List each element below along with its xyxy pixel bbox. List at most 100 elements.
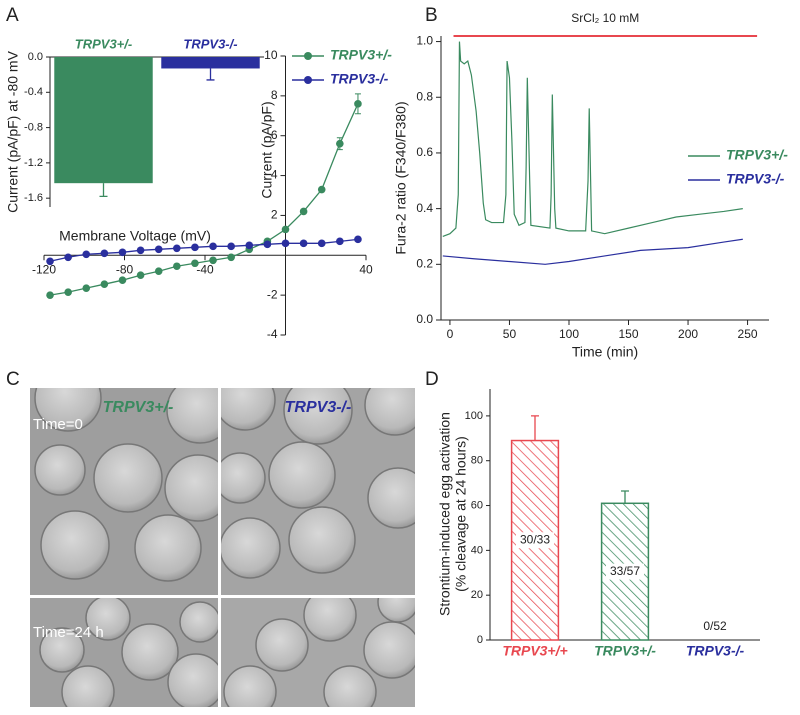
series-line <box>442 238 743 265</box>
y-axis-label: Current (pA/pF) at -80 mV <box>5 50 21 212</box>
y-tick-label: -0.4 <box>24 86 43 98</box>
y-tick-label: 4 <box>271 168 278 182</box>
panel-label: B <box>425 5 438 26</box>
data-point <box>336 237 344 246</box>
data-point <box>191 243 199 252</box>
data-point <box>64 288 72 296</box>
data-point <box>299 207 308 216</box>
y-tick-label: 2 <box>271 208 278 222</box>
bar-annotation: 33/57 <box>610 564 640 578</box>
bar-annotation: 30/33 <box>520 532 550 546</box>
category-label: TRPV3+/+ <box>502 643 567 659</box>
x-tick-label: 40 <box>359 262 373 276</box>
y-tick-label: 0.6 <box>416 145 433 159</box>
annotation: SrCl₂ 10 mM <box>571 11 639 25</box>
data-point <box>354 100 362 108</box>
y-axis-label: Strontium-induced egg activation <box>437 412 453 616</box>
row-label: Time=24 h <box>33 624 104 641</box>
x-tick-label: 200 <box>678 327 698 341</box>
panel-label: C <box>6 369 20 390</box>
legend-label: TRPV3+/- <box>330 47 392 63</box>
data-point <box>173 262 181 271</box>
x-tick-label: -120 <box>32 262 56 276</box>
category-label: TRPV3+/- <box>594 643 656 659</box>
y-tick-label: 1.0 <box>416 34 433 48</box>
y-tick-label: -1.2 <box>24 157 43 169</box>
data-point <box>100 280 109 288</box>
data-point <box>354 235 362 244</box>
data-point <box>317 185 326 194</box>
data-point <box>100 249 109 258</box>
legend-label: TRPV3-/- <box>330 71 389 87</box>
y-tick-label: 0.4 <box>416 201 433 215</box>
data-point <box>227 253 235 262</box>
annotation-bg <box>516 532 554 549</box>
y-tick-label: 6 <box>271 128 278 142</box>
y-tick-label: 8 <box>271 88 278 102</box>
legend-marker <box>304 76 312 84</box>
error-bar <box>99 183 108 198</box>
data-point <box>317 239 326 248</box>
annotation-bg <box>606 563 644 580</box>
legend-label: TRPV3-/- <box>726 171 785 187</box>
y-tick-label: 100 <box>465 410 483 422</box>
data-point <box>118 276 127 284</box>
data-point <box>82 284 91 292</box>
data-point <box>82 250 91 259</box>
data-point <box>245 241 254 250</box>
x-axis-label: Membrane Voltage (mV) <box>59 228 211 244</box>
data-point <box>209 242 217 251</box>
x-tick-label: -80 <box>116 262 134 276</box>
data-point <box>281 239 290 248</box>
x-axis-label: Time (min) <box>572 344 638 360</box>
data-point <box>118 248 127 257</box>
data-point <box>191 259 199 268</box>
panel-label: D <box>425 369 439 390</box>
x-tick-label: 150 <box>618 327 638 341</box>
y-axis-label: Current (pA/pF) <box>259 101 275 198</box>
y-tick-label: -4 <box>267 327 278 341</box>
row-label: Time=0 <box>33 416 83 433</box>
data-point <box>136 246 145 255</box>
y-axis-label: Fura-2 ratio (F340/F380) <box>393 101 409 254</box>
data-point <box>209 256 217 265</box>
column-label: TRPV3-/- <box>285 399 352 416</box>
y-tick-label: -1.6 <box>24 192 43 204</box>
y-tick-label: 10 <box>264 48 278 62</box>
y-tick-label: 80 <box>471 455 483 467</box>
y-tick-label: 0.2 <box>416 256 433 270</box>
category-label: TRPV3-/- <box>183 36 237 51</box>
column-label: TRPV3+/- <box>103 399 174 416</box>
panel-label: A <box>6 5 19 26</box>
y-tick-label: 0.0 <box>416 312 433 326</box>
error-bar <box>621 490 629 504</box>
category-label: TRPV3-/- <box>686 643 745 659</box>
y-tick-label: 0.8 <box>416 89 433 103</box>
x-tick-label: -40 <box>196 262 214 276</box>
y-tick-label: -0.8 <box>24 121 43 133</box>
data-point <box>173 244 181 253</box>
y-tick-label: 0.0 <box>28 51 43 63</box>
x-tick-label: 250 <box>738 327 758 341</box>
x-tick-label: 100 <box>559 327 579 341</box>
data-point <box>299 239 308 248</box>
y-tick-label: 20 <box>471 589 483 601</box>
y-tick-label: 60 <box>471 499 483 511</box>
annotation-bg <box>696 619 734 635</box>
legend-label: TRPV3+/- <box>726 147 788 163</box>
data-point <box>46 257 54 266</box>
data-point <box>136 271 145 280</box>
data-point <box>154 245 163 254</box>
y-tick-label: 40 <box>471 544 483 556</box>
data-point <box>281 225 290 234</box>
y-tick-label: 0 <box>477 634 483 646</box>
data-point <box>336 139 344 148</box>
legend-marker <box>304 52 312 60</box>
bar-annotation: 0/52 <box>703 619 727 633</box>
data-point <box>227 242 235 251</box>
error-bar <box>531 415 539 441</box>
error-bar <box>206 68 215 81</box>
y-tick-label: -2 <box>267 287 278 301</box>
micrographs: Time=0 Time=24 h <box>30 388 415 707</box>
